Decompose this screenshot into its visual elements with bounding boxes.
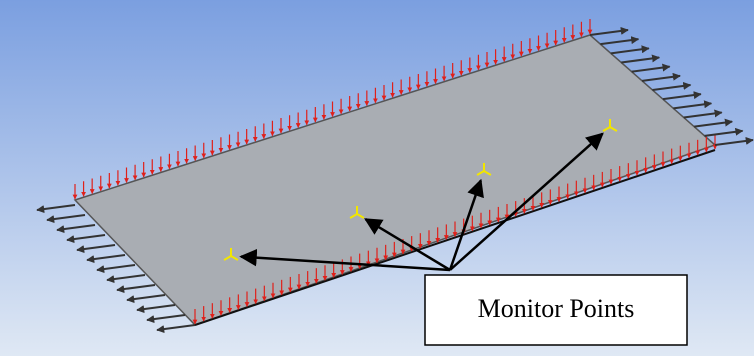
callout-label: Monitor Points bbox=[478, 294, 635, 323]
page: {"annotation": {"label": "Monitor Points… bbox=[0, 0, 754, 356]
viewport: Monitor Points bbox=[0, 0, 754, 356]
